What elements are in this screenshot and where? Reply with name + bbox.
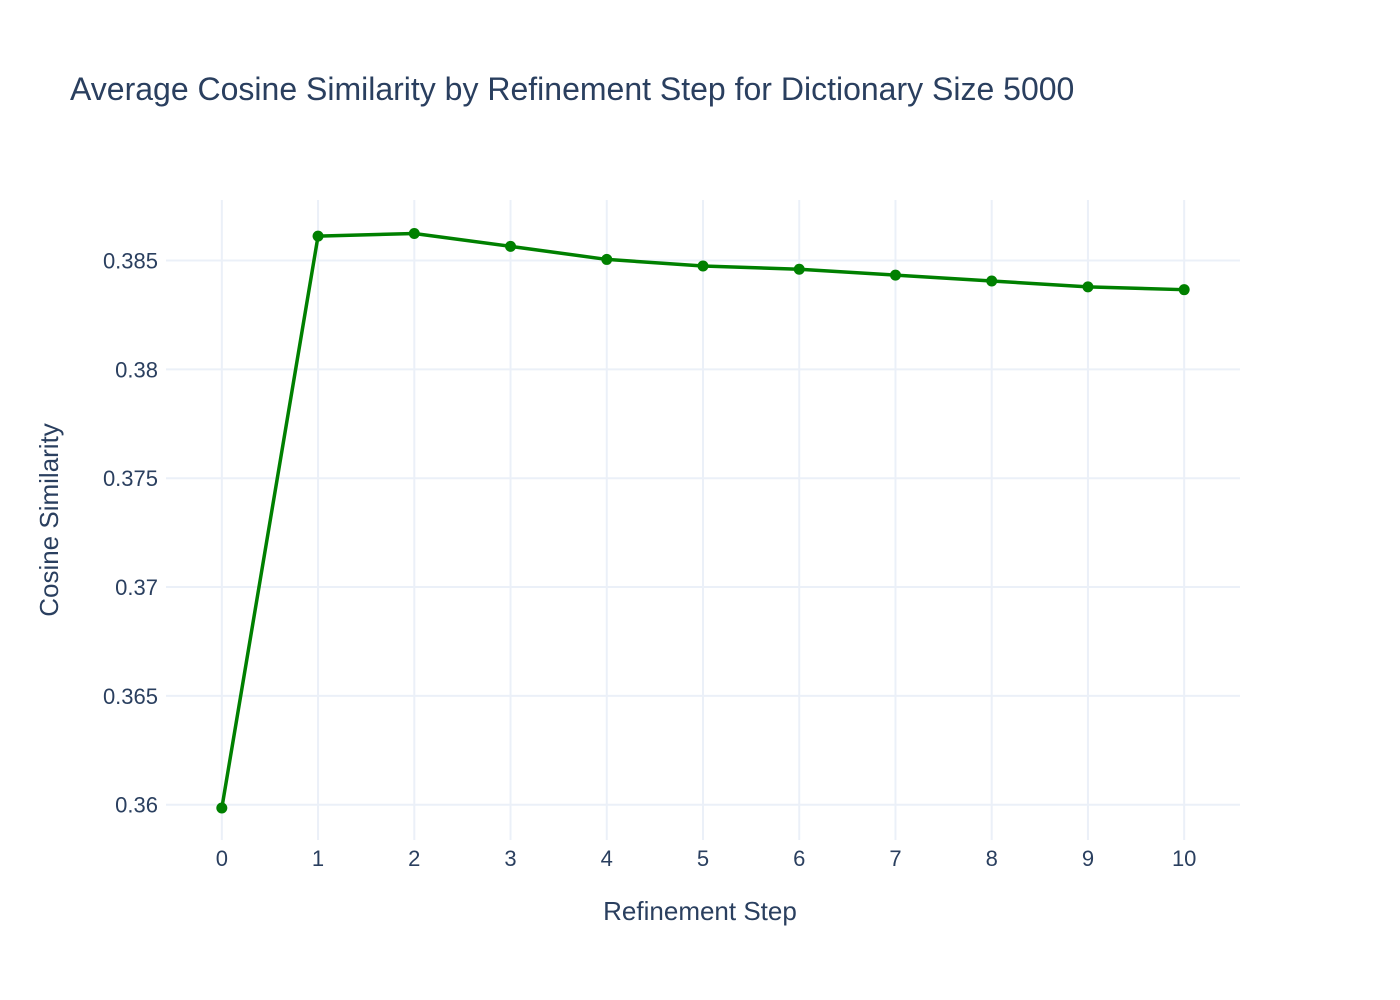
data-point: [1082, 281, 1094, 293]
data-series: [216, 228, 1190, 814]
x-axis-title: Refinement Step: [603, 896, 797, 926]
data-point: [986, 275, 998, 287]
x-tick-label: 5: [697, 846, 709, 871]
y-tick-label: 0.375: [103, 466, 158, 491]
chart-title: Average Cosine Similarity by Refinement …: [70, 71, 1074, 107]
x-tick-label: 6: [793, 846, 805, 871]
data-point: [1178, 284, 1190, 296]
y-axis-title: Cosine Similarity: [34, 423, 64, 617]
grid-lines: [166, 200, 1240, 840]
x-tick-label: 7: [889, 846, 901, 871]
y-tick-label: 0.36: [115, 793, 158, 818]
axis-tick-labels: 0 1 2 3 4 5 6 7 8 9 10 0.36 0.365 0.37 0.375 0.38 0.385: [103, 249, 1196, 871]
y-tick-label: 0.37: [115, 575, 158, 600]
data-point: [312, 230, 324, 242]
x-tick-label: 1: [312, 846, 324, 871]
data-point: [216, 802, 228, 814]
data-point: [889, 269, 901, 281]
data-point: [601, 253, 613, 265]
x-tick-label: 3: [504, 846, 516, 871]
y-tick-label: 0.38: [115, 357, 158, 382]
x-tick-label: 4: [601, 846, 613, 871]
y-tick-label: 0.385: [103, 249, 158, 274]
y-tick-label: 0.365: [103, 684, 158, 709]
x-tick-label: 2: [408, 846, 420, 871]
data-point: [697, 260, 709, 272]
x-tick-label: 8: [986, 846, 998, 871]
x-tick-label: 0: [216, 846, 228, 871]
x-tick-label: 9: [1082, 846, 1094, 871]
data-point: [408, 228, 420, 240]
data-point: [505, 240, 517, 252]
data-point: [793, 263, 805, 275]
x-tick-label: 10: [1172, 846, 1196, 871]
